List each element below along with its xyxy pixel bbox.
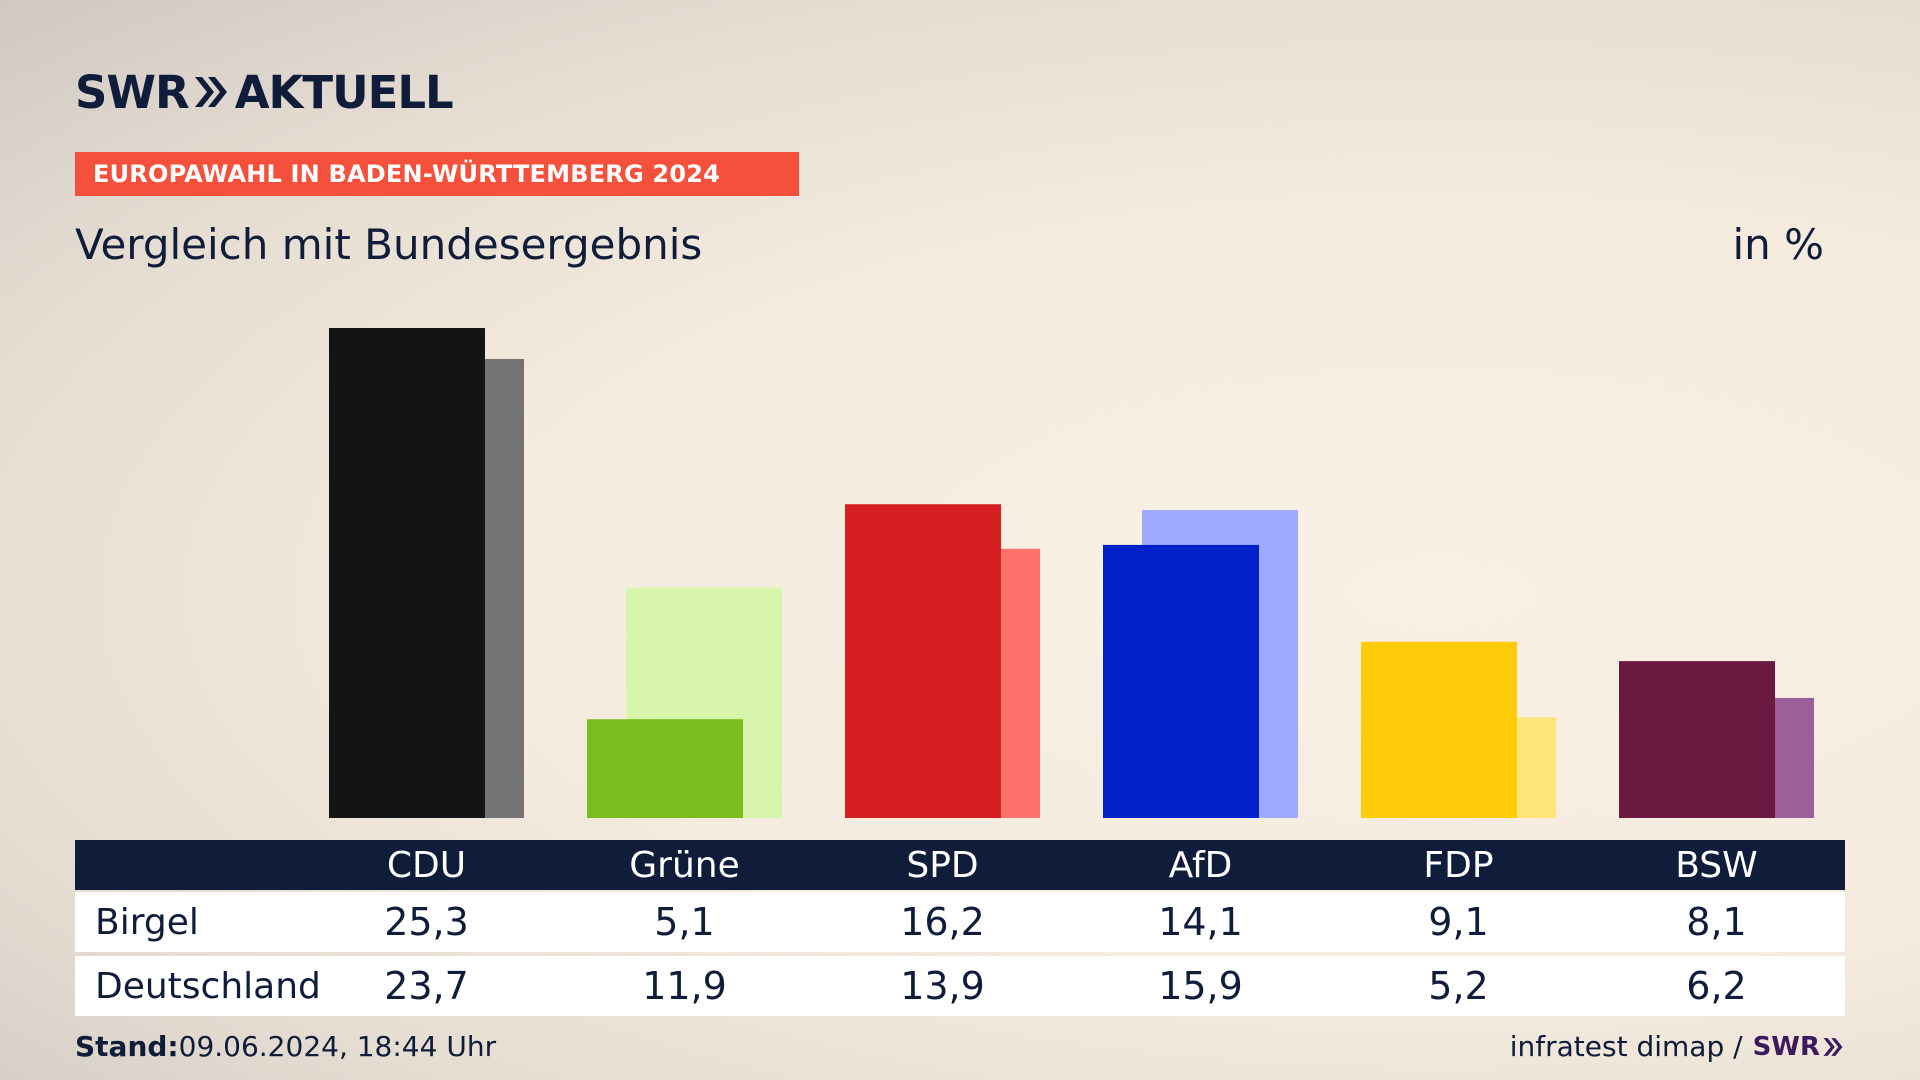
table-header-row: CDU Grüne SPD AfD FDP BSW [75, 840, 1845, 890]
double-chevron-icon [1823, 1037, 1843, 1056]
bar-deutschland-cdu [368, 358, 524, 818]
unit-label: in % [1732, 220, 1824, 269]
bar-birgel-afd [1103, 544, 1259, 818]
double-chevron-icon [194, 77, 227, 107]
value-birgel-grüne: 5,1 [654, 900, 715, 944]
bar-deutschland-afd [1142, 510, 1298, 818]
bar-deutschland-bsw [1658, 697, 1814, 818]
bar-birgel-spd [845, 504, 1001, 818]
value-birgel-bsw: 8,1 [1686, 900, 1747, 944]
table-row-birgel: Birgel 25,3 5,1 16,2 14,1 9,1 8,1 [75, 892, 1845, 952]
footer-source: infratest dimap / SWR [1510, 1030, 1844, 1063]
logo-aktuell-text: AKTUELL [234, 65, 454, 119]
source-text: infratest dimap / [1509, 1030, 1743, 1063]
category-label-spd: SPD [906, 844, 979, 886]
value-deutschland-bsw: 6,2 [1686, 964, 1747, 1008]
value-birgel-cdu: 25,3 [384, 900, 469, 944]
chart-title: Vergleich mit Bundesergebnis [75, 220, 703, 269]
value-deutschland-grüne: 11,9 [642, 964, 727, 1008]
bar-deutschland-spd [884, 548, 1040, 818]
value-deutschland-spd: 13,9 [900, 964, 985, 1008]
value-birgel-spd: 16,2 [900, 900, 985, 944]
category-label-fdp: FDP [1423, 844, 1494, 886]
category-label-grüne: Grüne [629, 844, 740, 886]
logo-swr-text: SWR [75, 65, 190, 119]
value-birgel-afd: 14,1 [1158, 900, 1243, 944]
bar-deutschland-grüne [626, 587, 782, 818]
bar-birgel-grüne [587, 719, 743, 818]
category-label-cdu: CDU [386, 844, 467, 886]
bar-birgel-cdu [329, 328, 485, 818]
bar-birgel-fdp [1361, 641, 1517, 818]
row-label-deutschland: Deutschland [95, 965, 321, 1007]
bar-birgel-bsw [1619, 661, 1775, 818]
bar-deutschland-fdp [1400, 717, 1556, 818]
stand-label: Stand: [75, 1030, 179, 1063]
row-label-birgel: Birgel [95, 901, 199, 943]
value-deutschland-afd: 15,9 [1158, 964, 1243, 1008]
category-label-bsw: BSW [1675, 844, 1758, 886]
swr-aktuell-logo: SWR AKTUELL [75, 65, 454, 119]
source-brand: SWR [1752, 1031, 1820, 1062]
value-deutschland-fdp: 5,2 [1428, 964, 1489, 1008]
value-deutschland-cdu: 23,7 [384, 964, 469, 1008]
value-birgel-fdp: 9,1 [1428, 900, 1489, 944]
topic-banner: EUROPAWAHL IN BADEN-WÜRTTEMBERG 2024 [75, 152, 799, 196]
table-row-deutschland: Deutschland 23,7 11,9 13,9 15,9 5,2 6,2 [75, 956, 1845, 1016]
footer-timestamp: Stand:09.06.2024, 18:44 Uhr [75, 1030, 496, 1063]
category-label-afd: AfD [1168, 844, 1233, 886]
results-table: CDU Grüne SPD AfD FDP BSW Birgel 25,3 5,1 16,2 1… [75, 840, 1845, 1016]
stand-value: 09.06.2024, 18:44 Uhr [178, 1030, 497, 1063]
